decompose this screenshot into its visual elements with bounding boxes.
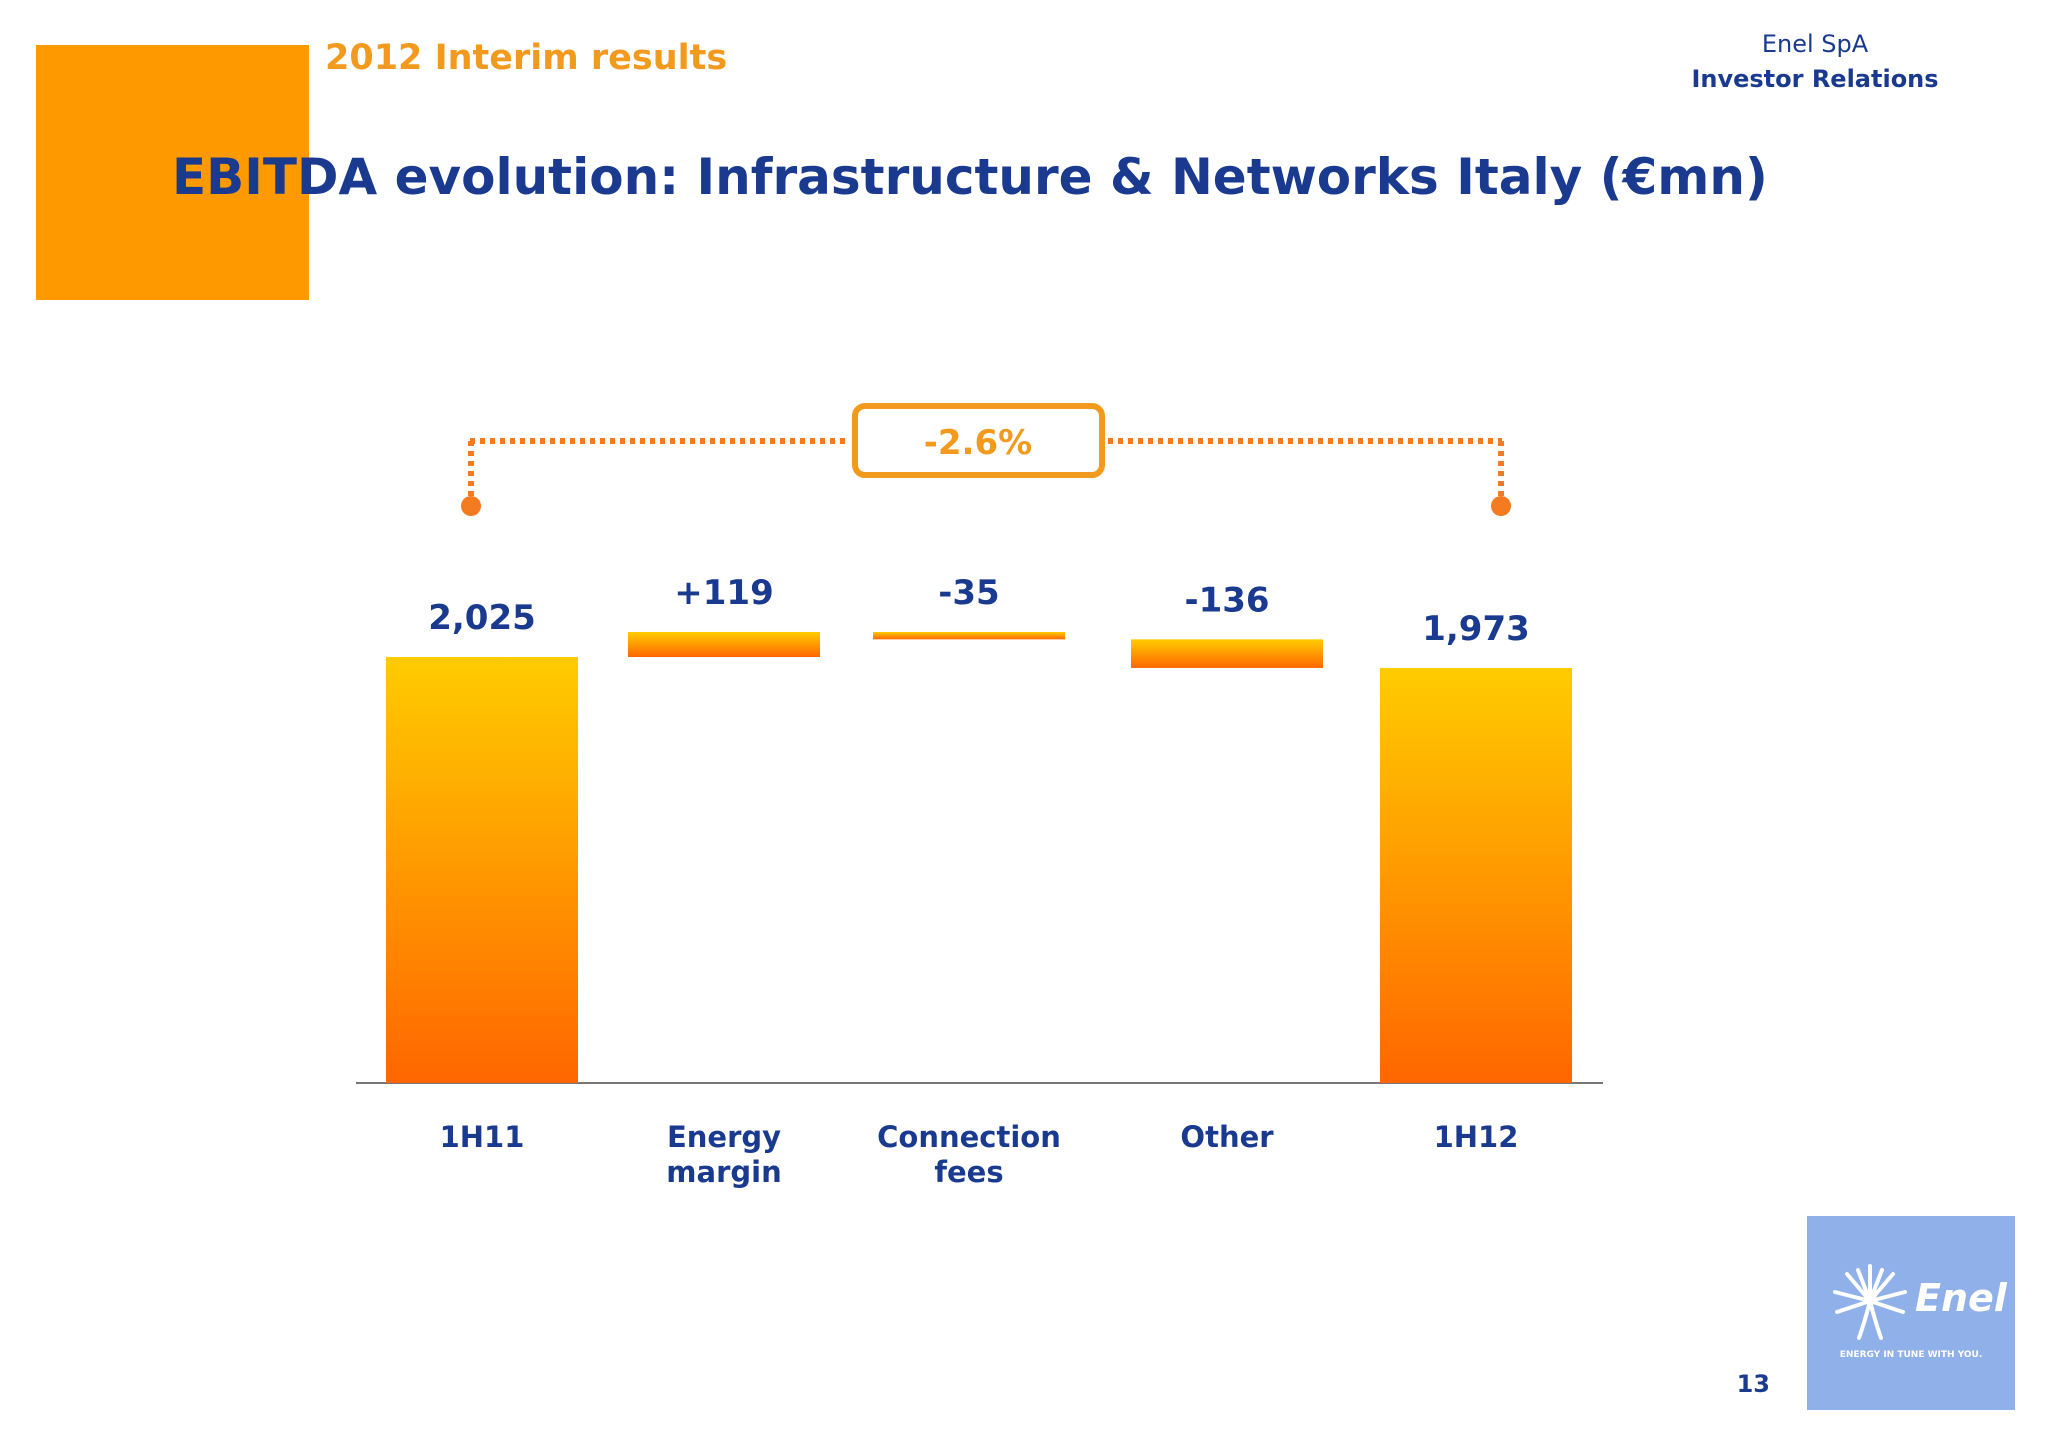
chart-bars	[386, 631, 1572, 1083]
bracket-left-dot	[461, 496, 481, 516]
bar-1h12	[1380, 667, 1572, 1083]
enel-logo: Enel ENERGY IN TUNE WITH YOU.	[1807, 1216, 2015, 1410]
value-label-connection-fees: -35	[938, 573, 999, 613]
page-number: 13	[1736, 1370, 1770, 1398]
logo-tagline: ENERGY IN TUNE WITH YOU.	[1839, 1350, 1983, 1360]
category-label-1h11: 1H11	[439, 1120, 525, 1154]
enel-tree-icon	[1833, 1264, 1907, 1340]
department-name: Investor Relations	[1691, 65, 1939, 93]
value-label-energy-margin: +119	[674, 573, 773, 613]
bar-1h11	[386, 657, 578, 1083]
logo-wordmark: Enel	[1915, 1276, 2007, 1320]
category-label-energy-margin: Energy margin	[666, 1120, 782, 1189]
change-badge-box	[852, 403, 1105, 478]
category-label-connection-fees: Connection fees	[877, 1120, 1061, 1189]
decorative-orange-square	[36, 45, 309, 300]
bar-energy-margin	[628, 631, 820, 657]
value-label-1h12: 1,973	[1422, 609, 1530, 649]
bar-other	[1131, 639, 1323, 668]
bar-connection-fees	[873, 631, 1065, 640]
change-badge-value: -2.6%	[924, 423, 1032, 463]
presentation-subtitle: 2012 Interim results	[325, 38, 728, 78]
value-label-1h11: 2,025	[428, 598, 536, 638]
chart-value-labels: 2,025 +119 -35 -136 1,973	[428, 573, 1530, 649]
company-name: Enel SpA	[1761, 30, 1869, 58]
change-bracket: -2.6%	[461, 403, 1511, 516]
category-label-1h12: 1H12	[1433, 1120, 1519, 1154]
slide-title: EBITDA evolution: Infrastructure & Netwo…	[172, 148, 1768, 206]
bracket-right-dot	[1491, 496, 1511, 516]
value-label-other: -136	[1184, 580, 1269, 620]
category-label-other: Other	[1180, 1120, 1274, 1154]
